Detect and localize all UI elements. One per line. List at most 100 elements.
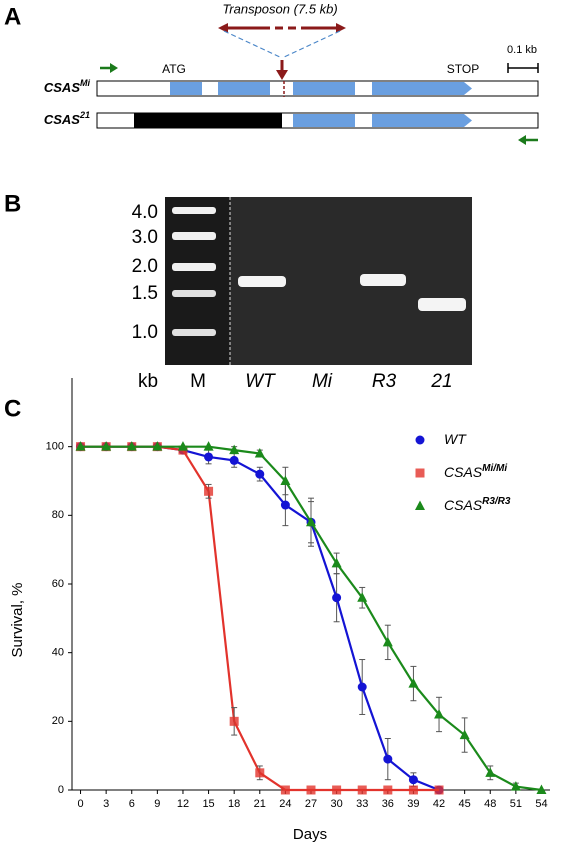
point (383, 754, 393, 764)
allele: Mi (80, 78, 90, 88)
x-tick-label: 27 (305, 798, 317, 810)
gel-labels: 4.0 3.0 2.0 1.5 1.0 kb M WT Mi R3 21 (132, 202, 453, 392)
x-tick-label: 15 (202, 798, 214, 810)
x-tick-label: 54 (535, 798, 547, 810)
x-tick-label: 51 (510, 798, 522, 810)
y-tick-label: 80 (52, 509, 64, 521)
point (332, 593, 342, 603)
transposon-label: Transposon (7.5 kb) (222, 1, 337, 16)
point (357, 592, 368, 602)
size-label: 1.5 (132, 283, 158, 304)
point (177, 441, 188, 451)
y-tick-label: 100 (46, 441, 64, 453)
size-label: 4.0 (132, 202, 158, 223)
x-tick-label: 39 (407, 798, 419, 810)
stop-label: STOP (447, 62, 479, 76)
y-tick-label: 20 (52, 715, 64, 727)
row-label: CSASMi (44, 78, 91, 95)
lane-label: M (190, 371, 206, 392)
gene-name: CSAS (44, 112, 80, 127)
size-label: 2.0 (132, 256, 158, 277)
x-tick-label: 33 (356, 798, 368, 810)
x-tick-label: 42 (433, 798, 445, 810)
lane-label: R3 (372, 371, 397, 392)
point (255, 469, 265, 479)
transposon-diagram (96, 23, 539, 145)
x-tick-label: 30 (330, 798, 342, 810)
point (152, 441, 163, 451)
legend-marker (415, 468, 425, 478)
scale-label: 0.1 kb (507, 44, 537, 56)
legend-superscript: Mi/Mi (482, 463, 507, 474)
x-tick-label: 6 (129, 798, 135, 810)
point (204, 452, 214, 462)
point (382, 636, 393, 647)
x-tick-label: 36 (382, 798, 394, 810)
x-tick-label: 48 (484, 798, 496, 810)
point (255, 768, 265, 778)
panel-letter: B (4, 190, 21, 217)
point (229, 716, 239, 726)
lane-label: Mi (312, 371, 333, 392)
y-tick-label: 0 (58, 784, 64, 796)
size-label: 1.0 (132, 322, 158, 343)
legend-marker (415, 500, 425, 510)
panel-letter: A (4, 3, 21, 30)
point (126, 441, 137, 451)
point (434, 708, 445, 719)
point (434, 785, 444, 795)
legend-label: CSASR3/R3 (444, 496, 511, 513)
x-tick-label: 21 (254, 798, 266, 810)
x-axis-title: Days (293, 826, 327, 843)
size-label: 3.0 (132, 227, 158, 248)
point (280, 785, 290, 795)
row-label: CSAS21 (44, 110, 90, 127)
point (306, 785, 316, 795)
allele: 21 (79, 110, 90, 120)
point (204, 486, 214, 496)
point (408, 775, 418, 785)
gel-image (165, 197, 472, 365)
legend-label: CSASMi/Mi (444, 463, 507, 480)
point (203, 441, 214, 451)
point (485, 767, 496, 777)
x-tick-label: 18 (228, 798, 240, 810)
point (357, 682, 367, 692)
point (332, 785, 342, 795)
legend-name: WT (444, 431, 467, 447)
x-tick-label: 12 (177, 798, 189, 810)
lane-label: kb (138, 371, 158, 392)
legend-label: WT (444, 431, 467, 447)
point (459, 729, 470, 740)
y-tick-label: 60 (52, 578, 64, 590)
point (229, 444, 240, 455)
point (229, 455, 239, 465)
legend-marker (415, 435, 425, 445)
x-tick-label: 9 (154, 798, 160, 810)
y-axis-title: Survival, % (9, 582, 26, 657)
point (331, 557, 342, 568)
point (75, 441, 86, 451)
point (536, 784, 547, 794)
point (408, 785, 418, 795)
point (408, 678, 419, 688)
point (357, 785, 367, 795)
point (101, 441, 112, 451)
x-tick-label: 45 (459, 798, 471, 810)
x-tick-label: 0 (77, 798, 83, 810)
lane-label: 21 (430, 371, 452, 392)
x-tick-label: 3 (103, 798, 109, 810)
y-tick-label: 40 (52, 647, 64, 659)
point (510, 781, 521, 791)
gene-name: CSAS (44, 80, 80, 95)
point (306, 516, 316, 527)
point (254, 448, 265, 458)
atg-label: ATG (162, 62, 186, 76)
lane-label: WT (245, 371, 276, 392)
point (280, 475, 291, 485)
point (280, 500, 290, 510)
x-tick-label: 24 (279, 798, 291, 810)
legend-superscript: R3/R3 (482, 496, 511, 507)
